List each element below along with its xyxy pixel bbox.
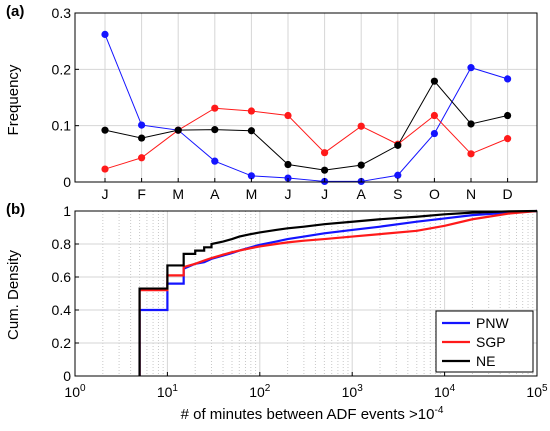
panel-a-data-point [211, 157, 219, 165]
panel-a-data-point [101, 165, 109, 173]
panel-b-series [138, 209, 538, 376]
panel-a-series [101, 30, 512, 186]
panel-a-data-point [394, 171, 402, 179]
panel-b-xtick-label: 100 [64, 383, 86, 400]
panel-a-data-point [467, 120, 475, 128]
panel-a-xtick-label: J [321, 186, 328, 202]
panel-b-legend: PNW SGP NE [435, 310, 534, 373]
panel-a-data-point [138, 134, 146, 142]
panel-a-ytick-label: 0.1 [52, 118, 72, 134]
panel-a-xtick-label: S [393, 186, 402, 202]
panel-b-xtick-label: 105 [526, 383, 548, 400]
panel-a-data-point [504, 135, 512, 143]
panel-a-data-point [101, 126, 109, 134]
panel-b-ytick-label: 0.4 [52, 302, 72, 318]
panel-a-data-point [321, 149, 329, 157]
panel-a-ytick-label: 0.2 [52, 61, 72, 77]
panel-b-xtick-label: 103 [342, 383, 364, 400]
panel-b-series-line-ne [138, 209, 538, 376]
panel-b-ytick-label: 0.6 [52, 269, 72, 285]
panel-b-series-line-sgp [138, 209, 538, 376]
panel-a-data-point [430, 129, 438, 138]
panel-a-xtick-label: N [466, 186, 476, 202]
panel-a-xtick-label: A [210, 186, 220, 202]
panel-b-xlabel: # of minutes between ADF events >10-4 [181, 405, 444, 423]
panel-a-ylabel: Frequency [5, 64, 22, 135]
panel-a-data-point [101, 30, 109, 39]
panel-b-ytick-label: 0.2 [52, 335, 72, 351]
panel-a-xtick-label: M [172, 186, 184, 202]
panel-a-data-point [284, 160, 292, 169]
panel-a-axes-box [74, 12, 538, 183]
panel-a-axes: J F M A M J J A S O N D 0 0.1 0.2 0.3 [52, 5, 538, 202]
panel-a-data-point [247, 127, 255, 135]
panel-a-series-line-1 [104, 107, 508, 170]
panel-a-data-point [247, 107, 255, 115]
panel-a-series-line-2 [104, 80, 508, 171]
panel-b-ytick-label: 0.8 [52, 236, 72, 252]
panel-a-data-point [430, 77, 438, 85]
panel-b-xtick-label: 104 [434, 383, 456, 400]
panel-a-data-point [394, 141, 402, 149]
panel-a-ytick-label: 0.3 [52, 5, 72, 21]
panel-b-ytick-label: 0 [63, 368, 71, 384]
panel-a-data-point [357, 122, 365, 130]
panel-b-xlabel-superscript: -4 [435, 405, 444, 416]
panel-b-axes: 100 101 102 103 104 105 0 0.2 0.4 0.6 0.8 1 [52, 203, 548, 400]
panel-a-ytick-label: 0 [63, 174, 71, 190]
panel-a-data-point [138, 154, 146, 162]
panel-a-xtick-label: J [285, 186, 292, 202]
panel-a-data-point [284, 111, 292, 120]
panel-a-xtick-label: O [429, 186, 440, 202]
legend-label-pnw: PNW [476, 315, 509, 331]
panel-a-xtick-label: D [503, 186, 513, 202]
panel-a-xtick-label: A [357, 186, 367, 202]
panel-a-grid [75, 13, 537, 182]
panel-a-data-point [430, 111, 438, 120]
panel-a-data-point [174, 126, 182, 134]
panel-a-data-point [247, 172, 255, 180]
panel-b-xtick-label: 101 [157, 383, 179, 400]
panel-a-data-point [504, 111, 512, 120]
panel-b-axes-box [74, 210, 538, 377]
panel-a-label: (a) [6, 3, 24, 20]
panel-a-data-point [211, 104, 219, 112]
panel-a-xtick-label: F [137, 186, 146, 202]
panel-b-ylabel: Cum. Density [5, 249, 22, 340]
panel-a-xtick-label: M [246, 186, 258, 202]
panel-b-xtick-label: 102 [249, 383, 271, 400]
panel-a-data-point [467, 150, 475, 158]
panel-a-monthly-frequency: (a) J F M A M J J A S O N D 0 0.1 0.2 0.3 Frequency [5, 3, 538, 202]
panel-b-cumulative-density: (b) 100 101 102 103 104 105 0 0.2 0.4 0.6 0.8 1 Cum… [5, 201, 548, 423]
panel-a-data-point [357, 161, 365, 169]
legend-label-sgp: SGP [476, 334, 506, 350]
panel-a-data-point [211, 126, 219, 134]
panel-a-data-point [467, 64, 475, 72]
panel-b-xlabel-main: # of minutes between ADF events >10 [181, 406, 435, 423]
legend-label-ne: NE [476, 353, 495, 369]
panel-a-data-point [138, 121, 146, 129]
panel-a-series-line-0 [104, 34, 508, 182]
panel-a-xtick-label: J [102, 186, 109, 202]
panel-a-data-point [504, 75, 512, 83]
panel-b-ytick-label: 1 [63, 203, 71, 219]
panel-a-data-point [321, 166, 329, 174]
panel-b-label: (b) [6, 201, 25, 218]
